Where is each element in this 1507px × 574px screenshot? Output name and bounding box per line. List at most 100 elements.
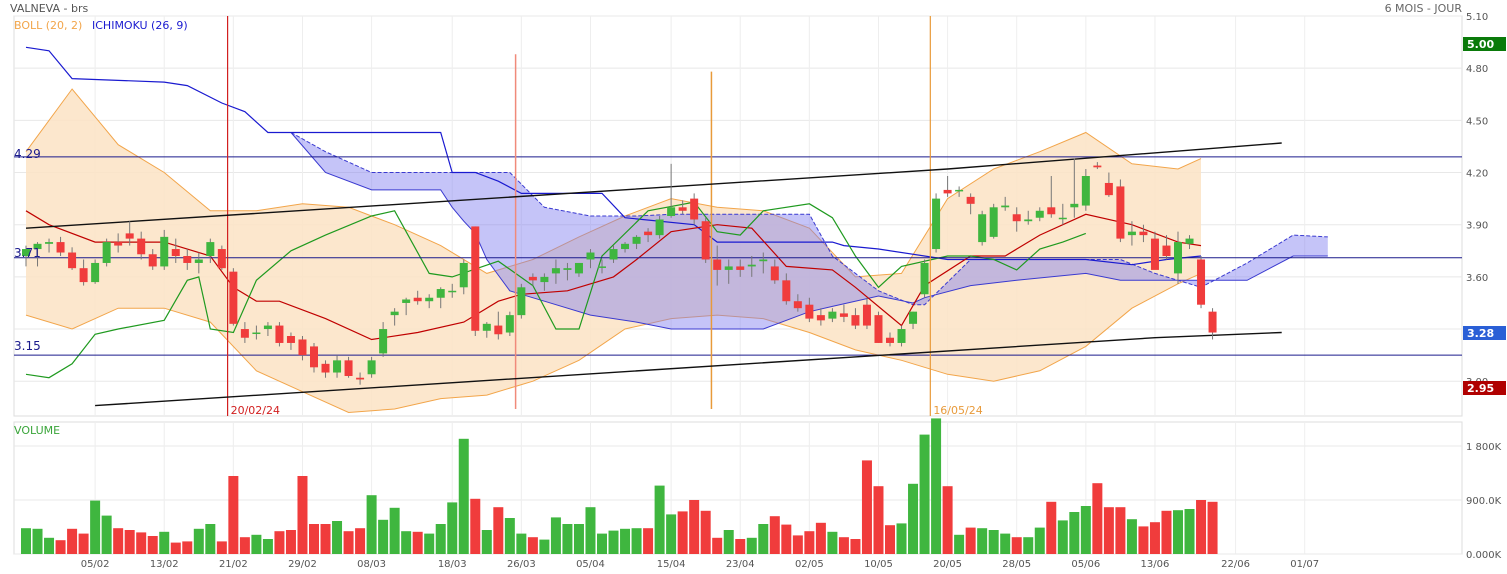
candle-body [609, 249, 618, 260]
candle-body [1197, 259, 1206, 305]
volume-bar [735, 539, 746, 554]
candle-body [886, 337, 894, 343]
price-tick-label: 5.10 [1466, 12, 1488, 23]
date-tick-label: 15/04 [657, 559, 686, 570]
volume-bar [1184, 509, 1195, 554]
date-tick-label: 05/06 [1071, 559, 1100, 570]
volume-tick-label: 900.0K [1466, 496, 1502, 507]
volume-bar [239, 537, 250, 554]
volume-bar [942, 486, 953, 554]
candle-body [252, 332, 261, 335]
volume-bar [274, 531, 285, 554]
candle-body [137, 238, 146, 255]
volume-bar [896, 523, 907, 554]
volume-bar [355, 528, 366, 554]
volume-bar [539, 539, 550, 554]
volume-bar [170, 542, 181, 554]
volume-bar [297, 476, 308, 554]
volume-bar [597, 533, 607, 554]
volume-bar [193, 528, 204, 554]
candle-body [1139, 231, 1148, 236]
volume-bar [182, 541, 193, 554]
candle-body [286, 336, 295, 343]
candle-body [1150, 238, 1159, 270]
volume-bar [1069, 512, 1080, 554]
candle-body [874, 315, 883, 343]
volume-bar [585, 507, 596, 554]
candle-body [805, 304, 814, 319]
candle-body [724, 266, 733, 270]
candle-body [298, 339, 307, 356]
volume-bar [389, 507, 400, 554]
hline-label-upper: 4.29 [14, 147, 41, 161]
candle-body [148, 254, 157, 267]
senkou-span-b [290, 132, 1328, 330]
candle-body [425, 297, 434, 302]
date-tick-label: 05/04 [576, 559, 605, 570]
volume-bar [251, 534, 262, 554]
volume-bar [1126, 519, 1137, 554]
volume-bar [435, 524, 446, 554]
volume-bar [827, 531, 838, 554]
candle-body [563, 268, 572, 270]
volume-bar [262, 539, 273, 554]
candle-body [978, 214, 987, 243]
volume-bar [412, 531, 423, 554]
period-label: 6 MOIS - JOUR [1385, 2, 1463, 15]
candle-body [333, 360, 342, 373]
date-tick-label: 13/06 [1141, 559, 1170, 570]
volume-bar [55, 540, 66, 554]
trend-line [25, 142, 1282, 229]
candle-body [770, 266, 779, 281]
volume-bar [792, 535, 803, 554]
volume-bar [723, 530, 734, 554]
volume-bar [838, 537, 849, 554]
candle-body [263, 325, 272, 330]
volume-bar [320, 524, 331, 554]
volume-bar [885, 525, 895, 554]
badge-last: 3.28 [1467, 327, 1494, 340]
candle-body [989, 207, 998, 237]
volume-bar [228, 476, 239, 554]
volume-bar [1023, 537, 1034, 554]
date-tick-label: 05/02 [81, 559, 110, 570]
volume-bar [573, 524, 584, 554]
candle-body [782, 280, 791, 302]
volume-bar [1103, 507, 1114, 554]
bollinger-lower [25, 272, 1202, 414]
candles [22, 158, 1217, 385]
volume-bar [205, 524, 216, 554]
volume-bar [1207, 501, 1218, 554]
candle-body [194, 259, 203, 263]
volume-bar [481, 530, 492, 554]
volume-bar [366, 495, 377, 554]
volume-bar [504, 518, 515, 554]
volume-bar [309, 524, 319, 554]
candle-body [367, 360, 376, 375]
badge-low-bg [1463, 381, 1506, 395]
volume-bar [666, 514, 677, 554]
volume-bar [1046, 501, 1057, 554]
axes: 5.104.804.504.203.903.603.303.001 800K90… [81, 12, 1502, 570]
candle-body [229, 271, 238, 324]
volume-bar [965, 527, 976, 554]
candle-body [897, 329, 906, 343]
volume-bar [493, 507, 504, 554]
candle-body [598, 266, 606, 268]
date-tick-label: 21/02 [219, 559, 248, 570]
volume-bars [21, 418, 1218, 554]
volume-bar [147, 536, 158, 554]
candle-body [551, 268, 560, 274]
candle-body [1070, 203, 1079, 208]
volume-bar [1161, 510, 1172, 554]
candle-body [160, 236, 169, 267]
candle-body [448, 290, 457, 293]
date-tick-label: 23/04 [726, 559, 755, 570]
horizontal-lines [14, 156, 1462, 356]
volume-bar [1149, 522, 1160, 554]
volume-bar [458, 438, 469, 554]
price-tick-label: 4.50 [1466, 116, 1488, 127]
candle-body [413, 297, 422, 302]
candle-body [91, 262, 100, 283]
volume-bar [850, 539, 861, 554]
